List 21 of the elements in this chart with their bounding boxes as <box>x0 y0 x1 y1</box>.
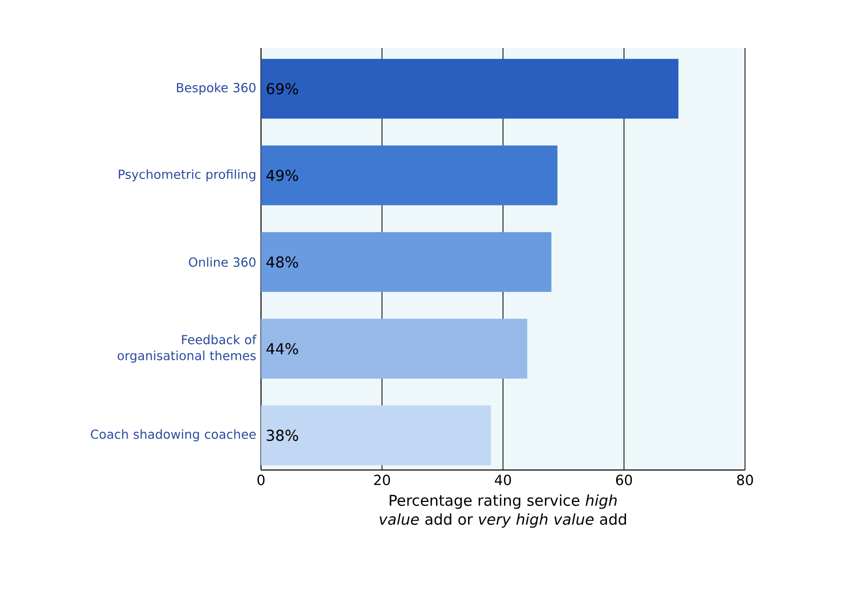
x-tick-label: 0 <box>257 474 265 486</box>
bar <box>261 318 528 379</box>
x-tick-label: 80 <box>737 474 753 486</box>
x-tick-label: 20 <box>374 474 390 486</box>
y-tick-label: Feedback of organisational themes <box>118 334 257 363</box>
y-tick-label: Bespoke 360 <box>176 82 256 95</box>
x-tick-label: 60 <box>616 474 632 486</box>
data-label: 49% <box>266 170 298 182</box>
y-tick-label: Online 360 <box>188 257 256 267</box>
text: Percentage rating service high value add or very high value add <box>380 494 626 528</box>
bar <box>261 405 491 466</box>
data-label: 69% <box>266 83 298 94</box>
y-tick-label: Psychometric profiling <box>118 169 256 182</box>
y-tick-label: Coach shadowing coachee <box>90 429 256 442</box>
bar <box>261 58 678 119</box>
data-label: 44% <box>266 343 298 354</box>
data-label: 48% <box>266 256 298 268</box>
bar <box>261 145 558 206</box>
x-tick-label: 40 <box>494 474 511 486</box>
bar <box>261 232 552 292</box>
data-label: 38% <box>266 430 298 441</box>
